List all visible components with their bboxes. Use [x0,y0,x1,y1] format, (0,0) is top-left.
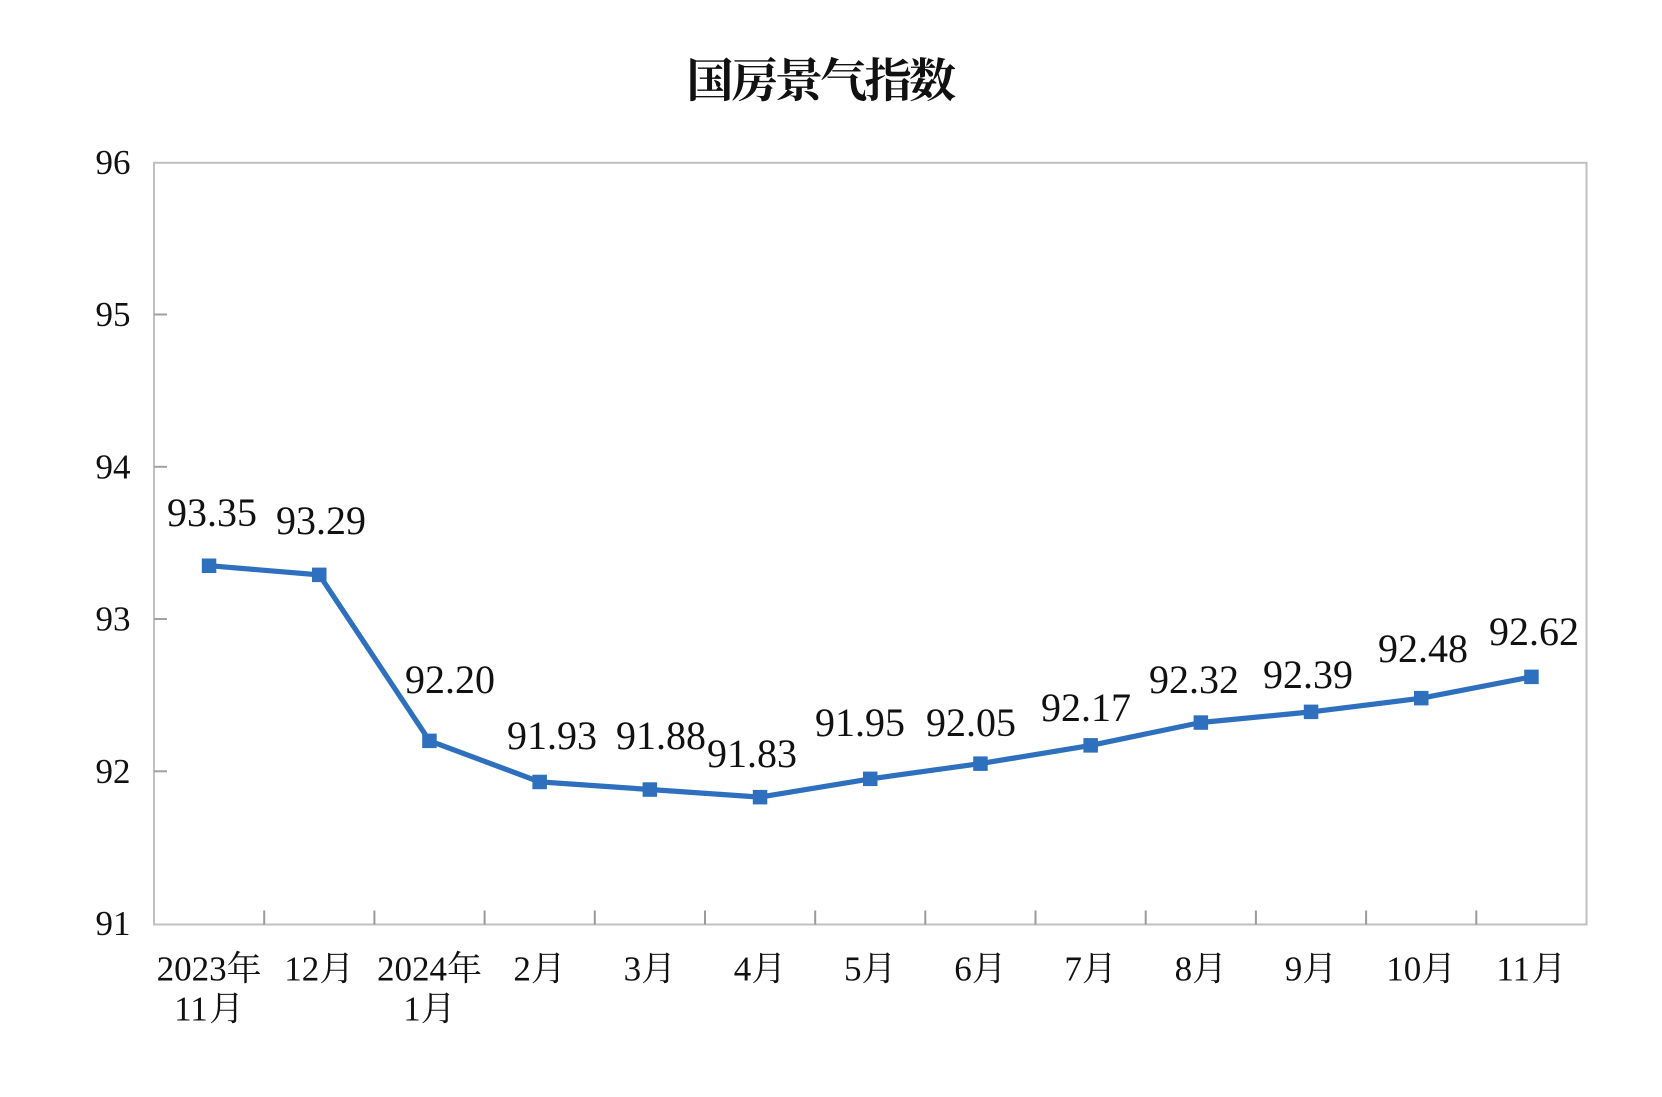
svg-text:94: 94 [96,447,131,486]
svg-text:92: 92 [96,752,131,791]
svg-text:8: 8 [1175,950,1193,989]
svg-text:9: 9 [1285,950,1303,989]
svg-text:92.05: 92.05 [926,700,1016,745]
svg-text:4: 4 [734,950,752,989]
svg-text:91.95: 91.95 [815,700,905,745]
svg-text:92.48: 92.48 [1378,626,1468,671]
svg-text:3: 3 [624,950,642,989]
svg-text:2024: 2024 [377,950,447,989]
svg-text:92.17: 92.17 [1041,685,1131,730]
svg-text:2023: 2023 [157,950,227,989]
svg-text:7: 7 [1064,950,1082,989]
svg-text:91.88: 91.88 [616,713,706,758]
svg-text:1: 1 [403,990,421,1029]
svg-text:92.62: 92.62 [1489,609,1579,654]
svg-text:93: 93 [96,600,131,639]
svg-text:93.29: 93.29 [276,498,366,543]
svg-text:6: 6 [954,950,972,989]
svg-text:5: 5 [844,950,862,989]
svg-text:91: 91 [96,904,131,943]
svg-text:12: 12 [284,950,319,989]
svg-text:93.35: 93.35 [167,490,257,535]
svg-text:2: 2 [513,950,531,989]
svg-text:10: 10 [1386,950,1421,989]
svg-text:92.20: 92.20 [405,657,495,702]
svg-text:92.39: 92.39 [1263,652,1353,697]
svg-text:95: 95 [96,295,131,334]
svg-text:91.93: 91.93 [507,713,597,758]
svg-text:11: 11 [174,990,208,1029]
svg-text:92.32: 92.32 [1149,657,1239,702]
svg-text:11: 11 [1496,950,1530,989]
svg-text:96: 96 [96,143,131,182]
svg-text:91.83: 91.83 [707,731,797,776]
